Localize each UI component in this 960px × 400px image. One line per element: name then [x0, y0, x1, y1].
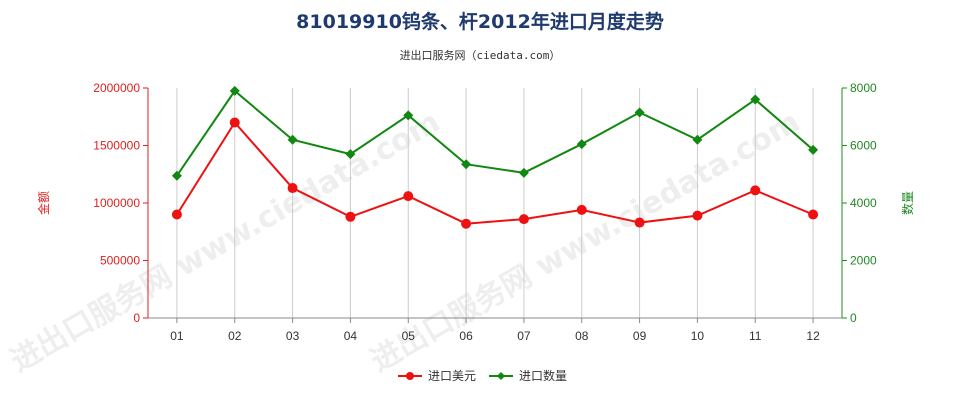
series-2-point: [634, 107, 645, 118]
series-2-point: [229, 85, 240, 96]
x-tick-label: 03: [286, 329, 300, 343]
x-tick-label: 04: [344, 329, 358, 343]
watermark-text: 进出口服务网 www.ciedata.com: [5, 104, 446, 379]
series-1-point: [403, 191, 414, 202]
legend-label-1: 进口美元: [428, 369, 476, 383]
legend-marker-2: [497, 372, 505, 380]
series-1-point: [808, 209, 819, 220]
grid-layer: [176, 88, 814, 318]
series-2-point: [692, 134, 703, 145]
series-2-point: [808, 144, 819, 155]
legend-label-2: 进口数量: [519, 368, 567, 383]
x-tick-label: 02: [228, 329, 242, 343]
axis-layer: 0 500000 1000000 1500000 2000000 0 2000 4000 600…: [93, 81, 877, 343]
series-2-point: [171, 170, 182, 181]
x-tick-label: 08: [575, 329, 589, 343]
y-right-tick-label: 0: [850, 311, 857, 325]
series-1-point: [229, 117, 240, 128]
y-left-tick-label: 1500000: [93, 139, 140, 153]
series-1-point: [518, 214, 529, 225]
series-2-point: [518, 167, 529, 178]
series-1-point: [750, 185, 761, 196]
series-layer: [171, 85, 819, 229]
x-tick-label: 12: [806, 329, 820, 343]
series-2-point: [461, 159, 472, 170]
series-2-point: [750, 94, 761, 105]
series-1-point: [171, 209, 182, 220]
y-right-tick-label: 8000: [850, 81, 877, 95]
x-tick-label: 05: [402, 329, 416, 343]
series-2-point: [287, 134, 298, 145]
y-left-tick-label: 2000000: [93, 81, 140, 95]
series-2-point: [345, 149, 356, 160]
series-2-point: [576, 139, 587, 150]
y-axis-right-label: 数量: [900, 191, 915, 215]
series-1-point: [576, 204, 587, 215]
y-left-tick-label: 500000: [100, 254, 140, 268]
x-tick-label: 07: [517, 329, 531, 343]
y-left-tick-label: 0: [133, 311, 140, 325]
x-tick-label: 11: [749, 329, 762, 343]
series-1-point: [461, 218, 472, 229]
x-tick-label: 06: [459, 329, 473, 343]
series-line-1: [176, 120, 814, 225]
chart-subtitle: 进出口服务网（ciedata.com）: [400, 48, 561, 62]
series-1-point: [345, 211, 356, 222]
series-1-point: [692, 210, 703, 221]
legend-marker-1: [406, 372, 414, 380]
y-right-tick-label: 6000: [850, 139, 877, 153]
y-right-tick-label: 4000: [850, 196, 877, 210]
series-1-point: [287, 183, 298, 194]
x-tick-label: 09: [633, 329, 647, 343]
chart-title: 81019910钨条、杆2012年进口月度走势: [296, 10, 664, 33]
x-tick-label: 01: [170, 329, 184, 343]
y-left-tick-label: 1000000: [93, 196, 140, 210]
series-2-point: [403, 110, 414, 121]
series-1-point: [634, 217, 645, 228]
x-tick-label: 10: [691, 329, 705, 343]
y-axis-left-label: 金额: [36, 191, 51, 215]
legend: 进口美元 进口数量: [398, 368, 567, 383]
series-line-2: [176, 89, 814, 177]
y-right-tick-label: 2000: [850, 254, 877, 268]
